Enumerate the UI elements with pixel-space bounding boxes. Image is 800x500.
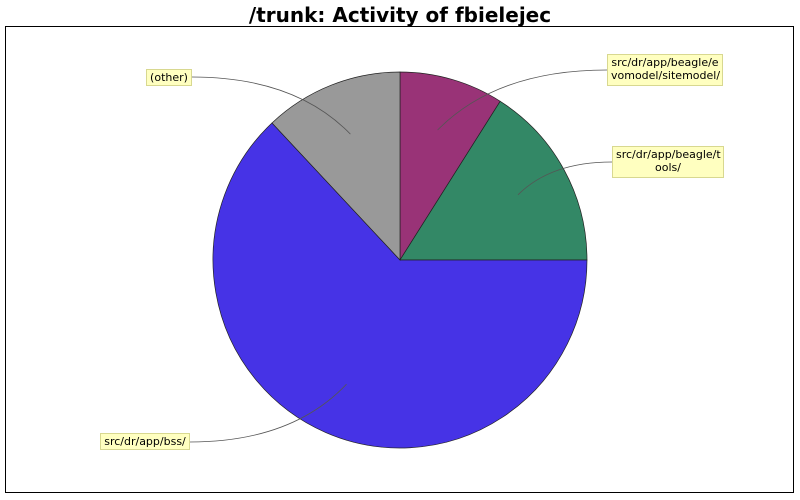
plot-frame — [5, 26, 794, 493]
slice-label-3: (other) — [146, 69, 192, 86]
pie-slice-2 — [212, 122, 588, 449]
leader-line-2 — [189, 383, 347, 443]
leader-line-3 — [191, 76, 351, 135]
chart-title: /trunk: Activity of fbielejec — [248, 3, 552, 27]
pie-slice-1 — [399, 100, 588, 261]
leader-line-0 — [437, 69, 608, 131]
pie-slice-0 — [399, 71, 501, 262]
slice-label-1: src/dr/app/beagle/t ools/ — [612, 146, 724, 178]
slice-label-0: src/dr/app/beagle/e vomodel/sitemodel/ — [607, 54, 723, 86]
slice-label-2: src/dr/app/bss/ — [100, 433, 190, 450]
leader-line-1 — [517, 161, 613, 196]
pie-slice-3 — [271, 71, 401, 261]
